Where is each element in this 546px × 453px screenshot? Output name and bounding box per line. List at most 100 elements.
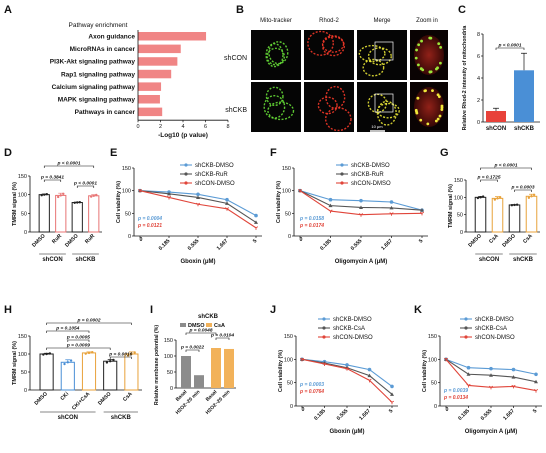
d-data-point: [76, 201, 79, 204]
i-p-value: p = 0.0048: [188, 328, 212, 334]
f-y-tick-label: 0: [288, 234, 291, 240]
g-category-label: CsA: [488, 233, 500, 245]
k-y-tick-label: 0: [434, 404, 437, 410]
g-data-point: [515, 203, 519, 206]
j-y-axis-label: Cell viability (%): [278, 350, 284, 392]
mito-dot: [437, 42, 441, 46]
e-data-point: [225, 201, 229, 205]
cell-outline: [268, 41, 289, 65]
h-data-point: [130, 352, 133, 356]
a-x-tick-label: 2: [159, 124, 162, 130]
mito-dot: [428, 36, 432, 40]
e-x-axis-label: Gboxin (μM): [181, 259, 216, 265]
e-data-point: [196, 192, 200, 197]
h-group-label: shCON: [58, 415, 78, 421]
row-label-shcon: shCON: [224, 55, 247, 62]
c-y-tick-label: 2: [477, 98, 480, 104]
mito-dot: [436, 66, 439, 70]
d-p-value: p < 0.0001: [73, 181, 97, 187]
h-significance-bracket: [46, 322, 132, 325]
panel-label-d: D: [4, 147, 12, 159]
micrograph-tile: [251, 30, 301, 80]
i-bar: [211, 348, 221, 388]
e-legend-label: shCON-DMSO: [195, 181, 235, 187]
a-category-label: MAPK signaling pathway: [58, 97, 136, 104]
i-chart-title: shCKB: [198, 314, 219, 320]
j-legend-marker: [322, 335, 326, 339]
mito-dot: [439, 46, 443, 49]
k-data-point: [534, 372, 538, 377]
g-significance-bracket: [480, 167, 532, 170]
h-y-tick-label: 100: [18, 352, 27, 358]
c-y-tick-label: 6: [477, 54, 480, 60]
mito-dot: [440, 108, 444, 111]
j-data-point: [367, 378, 372, 383]
k-legend-marker: [464, 317, 468, 321]
k-y-tick-label: 50: [431, 381, 437, 387]
d-group-label: shCKB: [75, 257, 96, 263]
panel-label-h: H: [4, 304, 12, 316]
k-y-tick-label: 150: [428, 334, 437, 340]
c-y-tick-label: 4: [477, 76, 480, 82]
panel-label-k: K: [414, 304, 422, 316]
cell-outline: [317, 96, 338, 115]
a-bar: [138, 32, 207, 41]
i-y-axis-label: Relative membrane potential (%): [154, 325, 160, 405]
i-p-value: p = 0.0104: [210, 333, 234, 339]
zoom-cell: [414, 35, 444, 75]
f-data-point: [297, 189, 303, 193]
e-y-tick-label: 0: [128, 234, 131, 240]
mito-dot: [419, 118, 423, 122]
g-data-point: [493, 198, 497, 201]
h-data-point: [69, 359, 73, 362]
h-category-label: CKi: [60, 391, 71, 402]
h-group-label: shCKB: [111, 415, 132, 421]
panel-label-e: E: [110, 147, 117, 159]
h-data-point: [112, 358, 115, 362]
j-legend-label: shCKB-DMSO: [333, 317, 372, 323]
i-bar: [194, 375, 204, 388]
j-y-tick-label: 100: [284, 357, 293, 363]
row-label-shckb: shCKB: [225, 107, 247, 114]
a-bar: [138, 107, 163, 117]
d-group-label: shCON: [42, 257, 62, 263]
h-data-point: [66, 361, 70, 364]
h-data-point: [87, 351, 91, 355]
g-data-point: [510, 204, 514, 207]
d-bar: [88, 195, 100, 233]
j-y-tick-label: 0: [290, 404, 293, 410]
a-category-label: Rap1 signaling pathway: [61, 71, 135, 78]
e-legend-label: shCKB-RuR: [195, 172, 228, 178]
mito-dot: [417, 43, 421, 47]
j-y-tick-label: 150: [284, 334, 293, 340]
a-x-tick-label: 8: [226, 124, 229, 130]
f-y-tick-label: 100: [282, 189, 291, 195]
d-data-point: [45, 192, 49, 196]
d-category-label: DMSO: [64, 233, 79, 248]
a-category-label: Calcium signaling pathway: [52, 84, 136, 91]
h-data-point: [109, 360, 112, 363]
h-bar: [39, 353, 54, 391]
k-data-point: [511, 384, 516, 389]
g-y-tick-label: 150: [454, 178, 463, 184]
c-error-bar: [521, 52, 527, 71]
mito-dot: [431, 89, 434, 93]
d-y-tick-label: 50: [21, 211, 27, 217]
a-chart-title: Pathway enrichment: [69, 22, 128, 29]
a-x-tick-label: 4: [181, 124, 184, 130]
d-data-point: [95, 193, 98, 197]
h-category-label: CsA: [122, 391, 134, 403]
e-data-point: [225, 197, 229, 202]
j-data-point: [322, 362, 327, 366]
h-category-label: DMSO: [34, 391, 49, 406]
g-data-point: [479, 196, 482, 199]
e-x-tick-label: 0.185: [158, 238, 172, 252]
j-legend-marker: [322, 326, 326, 330]
cell-outline: [362, 58, 385, 77]
panel-label-i: I: [150, 304, 153, 316]
j-p-value: p = 0.0003: [299, 382, 324, 388]
f-x-tick-label: 0.185: [319, 238, 333, 252]
f-y-tick-label: 150: [282, 166, 291, 172]
e-data-point: [254, 220, 258, 224]
h-data-point: [45, 352, 48, 356]
